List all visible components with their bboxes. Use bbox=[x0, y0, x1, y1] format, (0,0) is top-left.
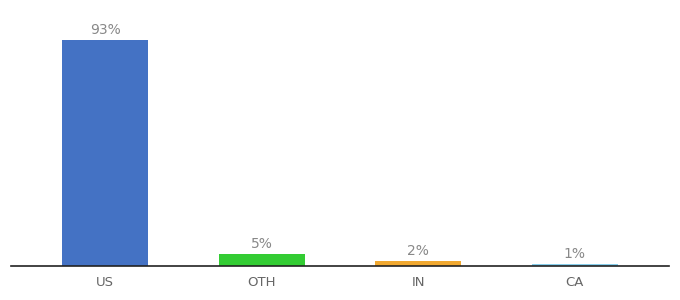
Bar bbox=[375, 261, 461, 266]
Text: 93%: 93% bbox=[90, 23, 120, 37]
Text: 2%: 2% bbox=[407, 244, 429, 258]
Bar bbox=[62, 40, 148, 266]
Text: 5%: 5% bbox=[251, 237, 273, 251]
Text: 1%: 1% bbox=[564, 247, 586, 261]
Bar bbox=[532, 264, 618, 266]
Bar bbox=[219, 254, 305, 266]
